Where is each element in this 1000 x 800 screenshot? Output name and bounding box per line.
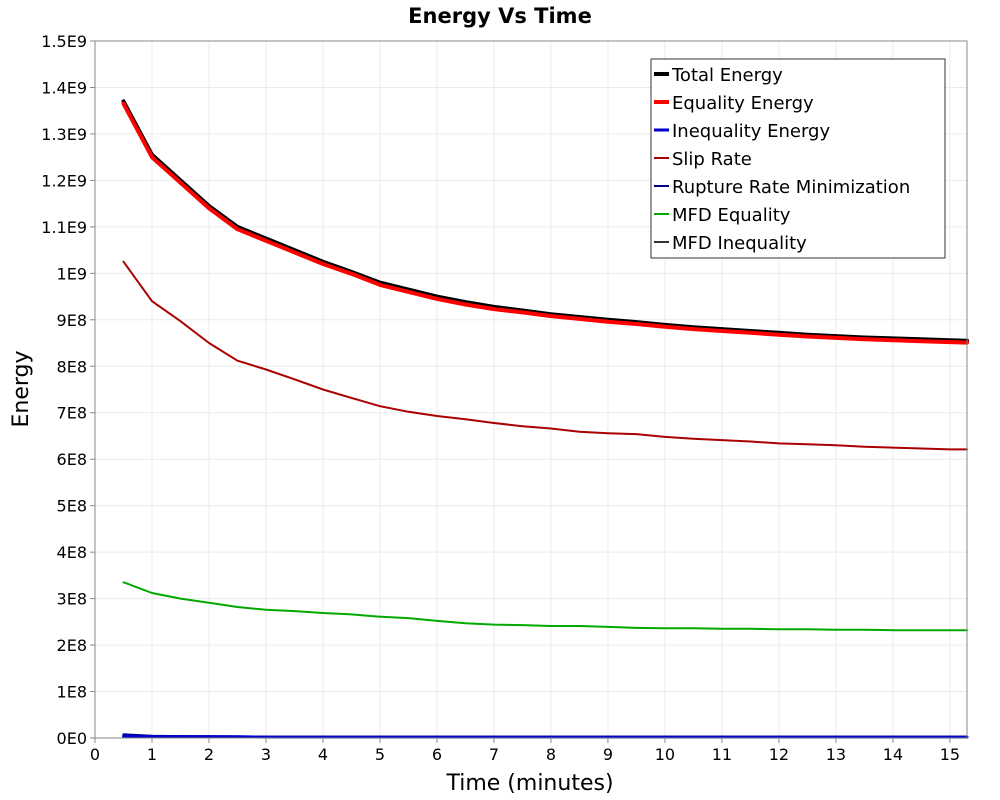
series-line-inequality-energy [122, 734, 969, 739]
legend-label: MFD Equality [672, 205, 791, 226]
legend-label: Equality Energy [672, 93, 814, 114]
legend-item: Inequality Energy [654, 121, 830, 142]
x-tick-label: 5 [375, 745, 385, 764]
x-tick-label: 9 [603, 745, 613, 764]
x-tick-label: 6 [432, 745, 442, 764]
y-tick-label: 9E8 [57, 311, 87, 330]
y-tick-label: 8E8 [57, 357, 87, 376]
y-tick-label: 1.4E9 [41, 78, 87, 97]
x-tick-label: 12 [769, 745, 789, 764]
legend-box [650, 58, 946, 259]
legend-label: Total Energy [671, 65, 783, 86]
legend-item: Total Energy [654, 65, 783, 86]
y-tick-label: 2E8 [57, 636, 87, 655]
x-tick-label: 14 [883, 745, 903, 764]
legend-label: Rupture Rate Minimization [672, 177, 910, 198]
x-axis-ticks: 0 1 2 3 4 5 6 7 8 9 10 11 12 13 14 15 [90, 738, 960, 764]
y-tick-label: 1.3E9 [41, 125, 87, 144]
x-tick-label: 1 [147, 745, 157, 764]
legend-item: Slip Rate [654, 149, 752, 170]
y-tick-label: 1.5E9 [41, 32, 87, 51]
y-tick-label: 6E8 [57, 450, 87, 469]
series-line-mfd-equality [122, 581, 968, 632]
legend-item: MFD Inequality [654, 233, 807, 254]
legend-item: MFD Equality [654, 205, 791, 226]
legend: Total Energy Equality Energy Inequality En… [650, 58, 946, 259]
y-tick-label: 4E8 [57, 543, 87, 562]
series-line-equality-energy [121, 101, 969, 345]
y-tick-label: 3E8 [57, 590, 87, 609]
x-tick-label: 13 [826, 745, 846, 764]
y-tick-label: 1.2E9 [41, 171, 87, 190]
x-tick-label: 8 [546, 745, 556, 764]
legend-label: Slip Rate [672, 149, 752, 170]
y-axis-ticks: 0E0 1E8 2E8 3E8 4E8 5E8 6E8 7E8 8E8 9E8 1E9 1.1E9 1.… [41, 32, 95, 748]
y-tick-label: 1E8 [57, 683, 87, 702]
x-axis-title: Time (minutes) [445, 771, 613, 796]
plot-area-frame [94, 40, 968, 739]
x-tick-label: 2 [204, 745, 214, 764]
x-tick-label: 15 [940, 745, 960, 764]
x-tick-label: 11 [712, 745, 732, 764]
x-tick-label: 0 [90, 745, 100, 764]
legend-label: Inequality Energy [672, 121, 830, 142]
series-line-slip-rate [122, 260, 968, 451]
legend-item: Equality Energy [654, 93, 814, 114]
legend-item: Rupture Rate Minimization [654, 177, 910, 198]
y-tick-label: 0E0 [57, 729, 87, 748]
x-tick-label: 7 [489, 745, 499, 764]
legend-label: MFD Inequality [672, 233, 807, 254]
y-tick-label: 5E8 [57, 497, 87, 516]
y-tick-label: 7E8 [57, 404, 87, 423]
y-tick-label: 1E9 [57, 264, 87, 283]
y-tick-label: 1.1E9 [41, 218, 87, 237]
x-tick-label: 3 [261, 745, 271, 764]
chart-title: Energy Vs Time [408, 4, 592, 28]
x-tick-label: 4 [318, 745, 328, 764]
y-axis-title: Energy [9, 350, 34, 427]
x-tick-label: 10 [655, 745, 675, 764]
